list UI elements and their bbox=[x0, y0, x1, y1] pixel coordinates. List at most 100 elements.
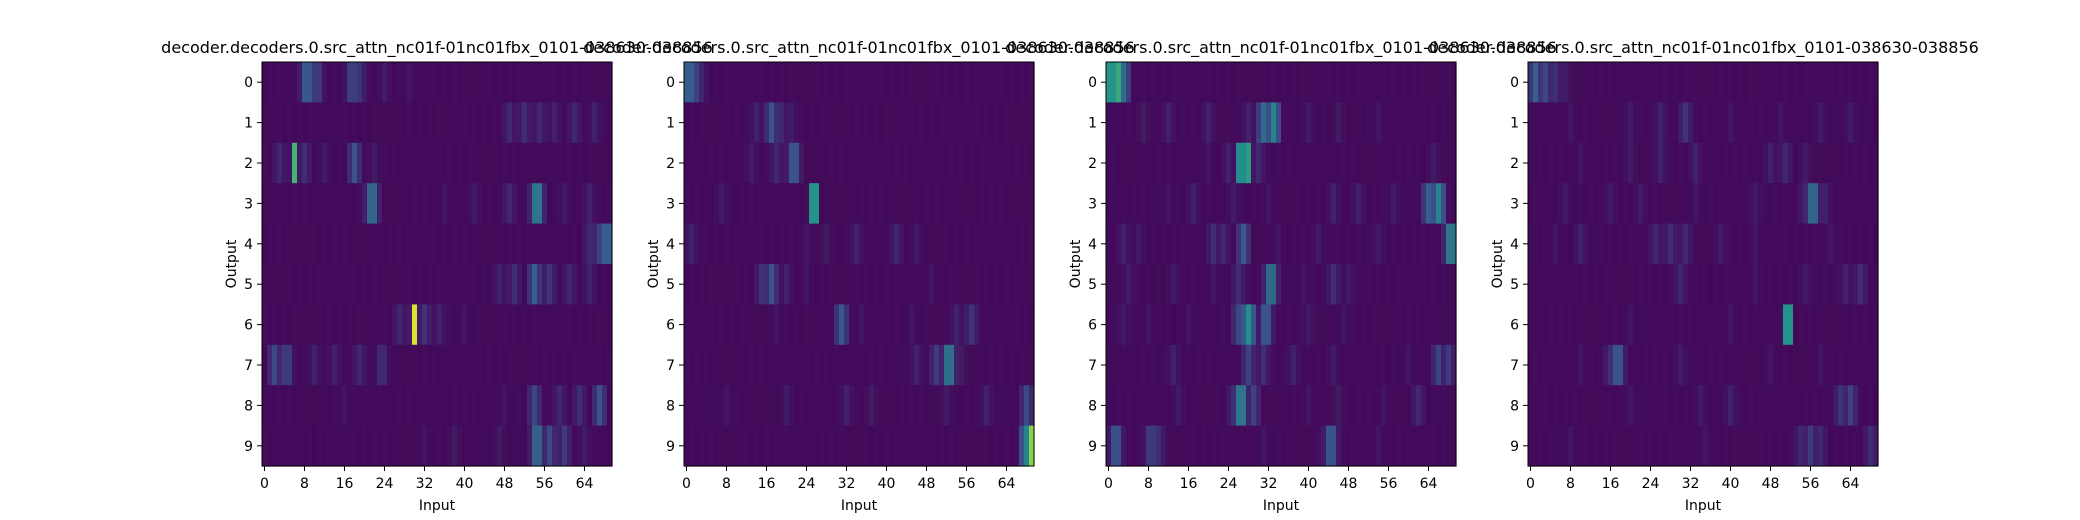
heatmap-cell bbox=[1558, 264, 1564, 305]
heatmap-cell bbox=[1116, 264, 1122, 305]
heatmap-cell bbox=[1618, 385, 1624, 427]
heatmap-cell bbox=[1126, 264, 1132, 305]
heatmap-cell bbox=[1578, 223, 1584, 265]
heatmap-cell bbox=[422, 223, 428, 265]
heatmap-cell bbox=[1668, 425, 1674, 467]
heatmap-cell bbox=[974, 425, 980, 467]
heatmap-cell bbox=[994, 385, 1000, 427]
heatmap-cell bbox=[332, 425, 338, 467]
heatmap-row-9 bbox=[684, 425, 1035, 467]
heatmap-cell bbox=[1838, 183, 1844, 225]
heatmap-cell bbox=[412, 304, 418, 346]
heatmap-cell bbox=[929, 385, 935, 427]
x-tick-label: 56 bbox=[1802, 476, 1820, 492]
heatmap-cell bbox=[1396, 304, 1402, 346]
heatmap-cell bbox=[999, 62, 1005, 103]
heatmap-cell bbox=[924, 183, 930, 225]
heatmap-cell bbox=[829, 385, 835, 427]
heatmap-cell bbox=[1191, 344, 1197, 386]
heatmap-cell bbox=[1206, 304, 1212, 346]
heatmap-cell bbox=[517, 223, 523, 265]
heatmap-cell bbox=[547, 264, 553, 305]
heatmap-cell bbox=[1618, 344, 1624, 386]
heatmap-cell bbox=[1748, 344, 1754, 386]
heatmap-cell bbox=[1808, 425, 1814, 467]
heatmap-cell bbox=[999, 102, 1005, 144]
heatmap-cell bbox=[1693, 344, 1699, 386]
heatmap-cell bbox=[1818, 425, 1824, 467]
heatmap-cell bbox=[844, 142, 850, 184]
heatmap-row-9 bbox=[262, 425, 613, 467]
heatmap-cell bbox=[442, 385, 448, 427]
heatmap-cell bbox=[1411, 344, 1417, 386]
heatmap-cell bbox=[1391, 102, 1397, 144]
heatmap-cell bbox=[522, 344, 528, 386]
heatmap-cell bbox=[864, 425, 870, 467]
heatmap-cell bbox=[1301, 264, 1307, 305]
heatmap-cell bbox=[1009, 142, 1015, 184]
heatmap-cell bbox=[1166, 304, 1172, 346]
heatmap-cell bbox=[382, 142, 388, 184]
heatmap-cell bbox=[477, 304, 483, 346]
heatmap-cell bbox=[1211, 264, 1217, 305]
heatmap-cell bbox=[1446, 264, 1452, 305]
heatmap-cell bbox=[1593, 223, 1599, 265]
heatmap-cell bbox=[392, 102, 398, 144]
heatmap-cell bbox=[297, 344, 303, 386]
heatmap-cell bbox=[1768, 102, 1774, 144]
heatmap-cell bbox=[1608, 102, 1614, 144]
heatmap-cell bbox=[1009, 62, 1015, 103]
heatmap-cell bbox=[829, 62, 835, 103]
heatmap-cell bbox=[934, 183, 940, 225]
heatmap-cell bbox=[1548, 183, 1554, 225]
heatmap-cell bbox=[1019, 102, 1025, 144]
heatmap-cell bbox=[979, 223, 985, 265]
heatmap-cell bbox=[1411, 385, 1417, 427]
heatmap-cell bbox=[572, 102, 578, 144]
heatmap-cell bbox=[1763, 183, 1769, 225]
heatmap-cell bbox=[1009, 183, 1015, 225]
heatmap-cell bbox=[1803, 142, 1809, 184]
heatmap-cell bbox=[894, 425, 900, 467]
heatmap-cell bbox=[1648, 223, 1654, 265]
heatmap-cell bbox=[1868, 425, 1874, 467]
heatmap-cell bbox=[1543, 344, 1549, 386]
heatmap-cell bbox=[1558, 304, 1564, 346]
heatmap-cell bbox=[582, 183, 588, 225]
heatmap-cell bbox=[894, 102, 900, 144]
heatmap-cell bbox=[1156, 223, 1162, 265]
heatmap-cell bbox=[914, 223, 920, 265]
heatmap-cell bbox=[1713, 264, 1719, 305]
heatmap-cell bbox=[307, 304, 313, 346]
heatmap-cell bbox=[442, 264, 448, 305]
heatmap-cell bbox=[1206, 62, 1212, 103]
heatmap-cell bbox=[964, 102, 970, 144]
heatmap-cell bbox=[1141, 223, 1147, 265]
heatmap-cell bbox=[1361, 102, 1367, 144]
heatmap-cell bbox=[934, 264, 940, 305]
heatmap-cell bbox=[784, 425, 790, 467]
x-tick-label: 32 bbox=[416, 476, 434, 492]
heatmap-cell bbox=[377, 183, 383, 225]
heatmap-cell bbox=[1421, 385, 1427, 427]
heatmap-cell bbox=[1351, 183, 1357, 225]
heatmap-cell bbox=[1336, 62, 1342, 103]
heatmap-cell bbox=[1778, 264, 1784, 305]
heatmap-cell bbox=[1738, 264, 1744, 305]
heatmap-cell bbox=[352, 264, 358, 305]
heatmap-cell bbox=[262, 102, 268, 144]
heatmap-cell bbox=[764, 425, 770, 467]
heatmap-cell bbox=[1201, 344, 1207, 386]
heatmap-cell bbox=[422, 142, 428, 184]
heatmap-cell bbox=[1783, 142, 1789, 184]
heatmap-cell bbox=[547, 102, 553, 144]
heatmap-cell bbox=[1166, 102, 1172, 144]
heatmap-cell bbox=[1231, 344, 1237, 386]
heatmap-cell bbox=[1813, 62, 1819, 103]
heatmap-cell bbox=[1788, 142, 1794, 184]
heatmap-cell bbox=[1406, 62, 1412, 103]
heatmap-cell bbox=[1588, 102, 1594, 144]
heatmap-cell bbox=[1858, 62, 1864, 103]
heatmap-cell bbox=[869, 223, 875, 265]
heatmap-cell bbox=[512, 344, 518, 386]
